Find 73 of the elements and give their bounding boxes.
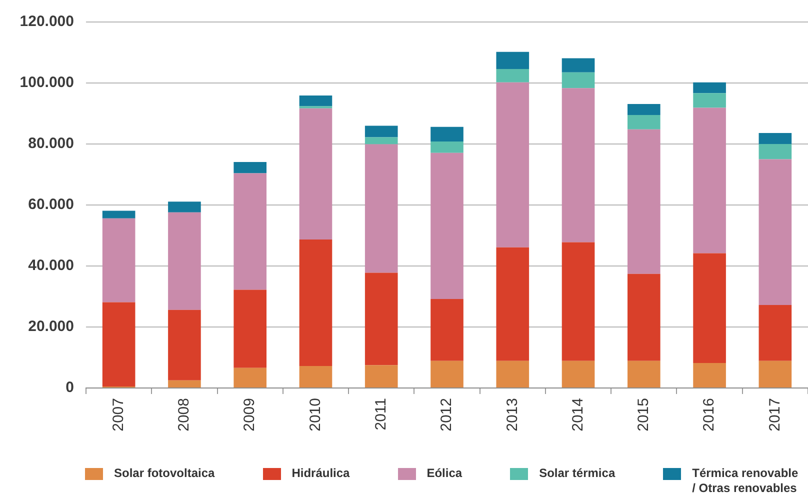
y-tick-label: 40.000 [28, 257, 74, 274]
bar [693, 362, 726, 388]
bar [364, 144, 398, 273]
bar [430, 152, 464, 299]
bar [562, 88, 595, 242]
bar [364, 126, 398, 138]
legend-label: Solar fotovoltaica [114, 466, 215, 481]
bar [430, 142, 464, 153]
bar [430, 298, 464, 361]
x-tick-label: 2013 [504, 398, 521, 432]
bar [430, 126, 464, 142]
bar [234, 290, 266, 368]
bar [168, 380, 201, 388]
bar [168, 212, 201, 310]
bar [496, 68, 530, 82]
bar [496, 360, 530, 388]
bar [758, 144, 792, 160]
bar [430, 360, 464, 388]
bar [102, 210, 136, 218]
legend-label: Eólica [426, 466, 462, 481]
bar [628, 129, 660, 274]
x-tick-label: 2008 [176, 398, 193, 432]
bar [299, 96, 332, 106]
x-tick-label: 2017 [766, 398, 784, 432]
bar [364, 137, 398, 144]
y-tick-label: 120.000 [20, 13, 74, 30]
bar [693, 82, 726, 94]
bar [168, 310, 201, 380]
x-tick-label: 2009 [241, 398, 258, 432]
bar [693, 253, 726, 363]
legend-label: Hidráulica [292, 466, 350, 481]
bar [758, 133, 792, 144]
bar [299, 108, 332, 240]
bar [364, 272, 398, 366]
bar [496, 52, 530, 69]
bar [364, 365, 398, 388]
bar [693, 108, 726, 254]
bar [628, 115, 660, 130]
bar [693, 93, 726, 108]
bar [628, 360, 660, 388]
bar [758, 159, 792, 306]
legend-label: Térmica renovable / Otras renovables [692, 466, 800, 496]
bar [758, 305, 792, 361]
x-tick-label: 2011 [372, 398, 390, 430]
bar [496, 247, 530, 361]
bar [562, 242, 595, 361]
bar [562, 360, 595, 388]
x-tick-label: 2007 [110, 398, 127, 432]
bar [299, 366, 332, 388]
y-tick-label: 0 [66, 379, 74, 396]
x-tick-label: 2016 [700, 398, 718, 432]
x-tick-label: 2014 [569, 398, 586, 432]
bar [102, 218, 136, 302]
y-tick-label: 20.000 [28, 318, 74, 336]
bar [562, 58, 595, 72]
bar [628, 274, 660, 361]
x-tick-label: 2012 [438, 398, 456, 432]
y-tick-label: 100.000 [20, 74, 74, 92]
y-tick-label: 80.000 [28, 135, 74, 152]
legend-label: Solar térmica [539, 466, 616, 481]
y-tick-label: 60.000 [28, 196, 74, 214]
bar [102, 302, 136, 386]
bar [299, 239, 332, 366]
bar [562, 72, 595, 88]
bar [496, 82, 530, 248]
bar [758, 360, 792, 388]
x-tick-label: 2010 [306, 398, 324, 432]
bar [234, 173, 266, 290]
bar [234, 368, 266, 388]
bar [168, 202, 201, 212]
bar [234, 162, 266, 174]
bar [628, 104, 660, 116]
x-tick-label: 2015 [635, 398, 652, 432]
